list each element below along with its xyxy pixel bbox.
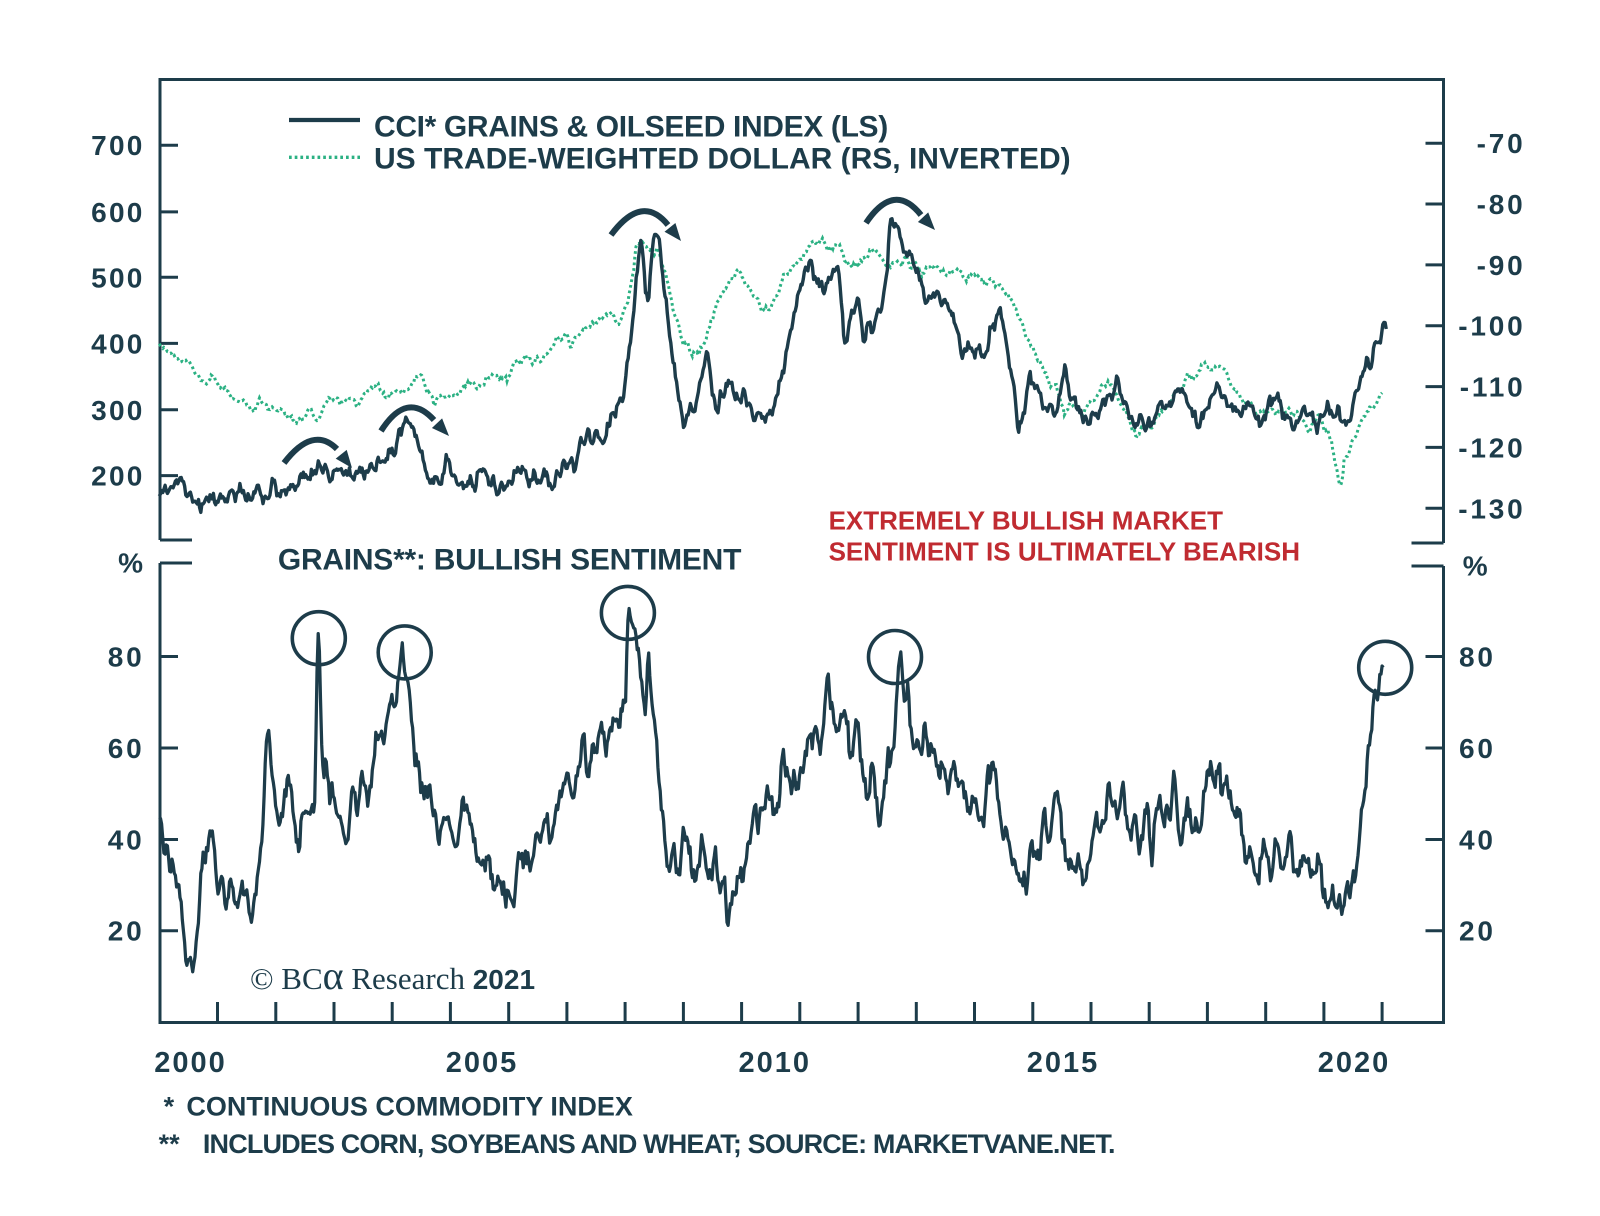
svg-text:CONTINUOUS COMMODITY INDEX: CONTINUOUS COMMODITY INDEX: [186, 1092, 633, 1122]
svg-text:%: %: [1463, 551, 1488, 582]
svg-text:GRAINS**: BULLISH SENTIMENT: GRAINS**: BULLISH SENTIMENT: [278, 544, 741, 577]
svg-text:2000: 2000: [154, 1047, 227, 1079]
svg-text:60: 60: [108, 733, 145, 764]
svg-text:400: 400: [91, 328, 144, 359]
svg-text:-110: -110: [1460, 372, 1526, 403]
svg-text:US TRADE-WEIGHTED DOLLAR (RS,: US TRADE-WEIGHTED DOLLAR (RS, INVERTED): [374, 143, 1071, 176]
svg-text:80: 80: [1459, 642, 1496, 673]
svg-text:600: 600: [91, 197, 144, 228]
svg-text:500: 500: [91, 262, 144, 293]
svg-text:300: 300: [91, 395, 144, 426]
svg-text:200: 200: [91, 461, 144, 492]
svg-text:80: 80: [108, 642, 145, 673]
svg-text:-120: -120: [1458, 432, 1525, 463]
svg-text:-70: -70: [1477, 128, 1526, 159]
svg-text:%: %: [118, 548, 143, 579]
svg-text:SENTIMENT IS ULTIMATELY BEARIS: SENTIMENT IS ULTIMATELY BEARISH: [829, 537, 1300, 567]
svg-text:EXTREMELY BULLISH MARKET: EXTREMELY BULLISH MARKET: [829, 506, 1223, 536]
svg-text:*: *: [164, 1092, 175, 1122]
svg-text:CCI* GRAINS & OILSEED INDEX (L: CCI* GRAINS & OILSEED INDEX (LS): [374, 111, 888, 144]
svg-text:2020: 2020: [1318, 1047, 1391, 1079]
svg-text:40: 40: [108, 825, 145, 856]
svg-text:**: **: [159, 1129, 181, 1159]
svg-text:-100: -100: [1458, 311, 1525, 342]
svg-text:2005: 2005: [446, 1047, 519, 1079]
svg-text:20: 20: [108, 916, 145, 947]
svg-text:60: 60: [1459, 733, 1496, 764]
svg-text:-130: -130: [1458, 493, 1525, 524]
svg-text:-80: -80: [1477, 189, 1526, 220]
svg-text:20: 20: [1459, 916, 1496, 947]
svg-text:2010: 2010: [739, 1047, 812, 1079]
svg-text:700: 700: [91, 130, 144, 161]
svg-text:INCLUDES CORN, SOYBEANS AND WH: INCLUDES CORN, SOYBEANS AND WHEAT; SOURC…: [203, 1129, 1115, 1159]
svg-text:40: 40: [1459, 825, 1496, 856]
svg-text:-90: -90: [1477, 250, 1526, 281]
svg-text:2015: 2015: [1027, 1047, 1100, 1079]
